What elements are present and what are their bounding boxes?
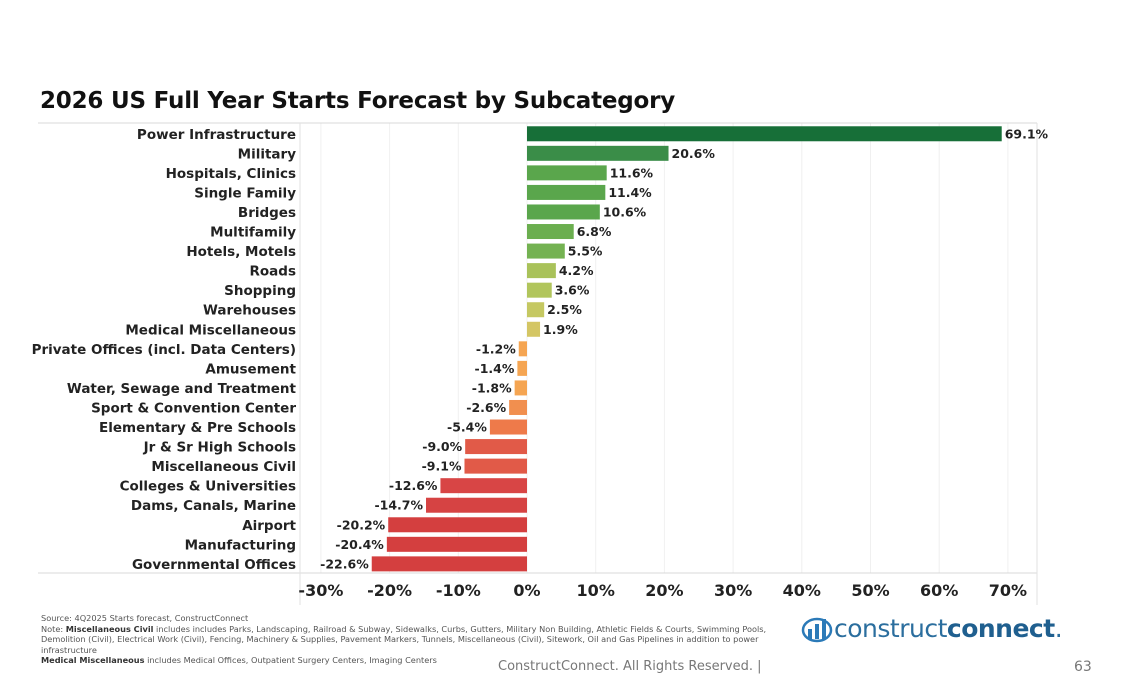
bars bbox=[371, 126, 1002, 572]
bar bbox=[489, 419, 527, 435]
category-label: Colleges & Universities bbox=[120, 479, 296, 495]
x-tick-label: 40% bbox=[783, 581, 821, 600]
category-label: Governmental Offices bbox=[132, 557, 296, 573]
bar bbox=[527, 184, 606, 200]
bar bbox=[527, 263, 556, 279]
category-label: Shopping bbox=[224, 283, 296, 299]
data-label: -12.6% bbox=[389, 478, 438, 493]
x-tick-label: -30% bbox=[298, 581, 343, 600]
category-label: Medical Miscellaneous bbox=[125, 322, 296, 338]
category-labels: Power Infrastructure Military Hospitals, C… bbox=[32, 127, 297, 573]
category-label: Amusement bbox=[205, 361, 296, 377]
data-label: -2.6% bbox=[466, 400, 506, 415]
page-number: 63 bbox=[1074, 659, 1092, 675]
logo-chart-icon bbox=[801, 617, 833, 642]
data-label: -20.4% bbox=[335, 537, 384, 552]
category-label: Private Offices (incl. Data Centers) bbox=[32, 342, 296, 358]
misc-civil-note: Note: Miscellaneous Civil includes inclu… bbox=[41, 623, 767, 655]
category-label: Single Family bbox=[194, 185, 296, 201]
misc-civil-term: Miscellaneous Civil bbox=[65, 623, 154, 634]
category-label: Military bbox=[238, 146, 297, 162]
data-label: -9.1% bbox=[422, 459, 462, 474]
bar bbox=[527, 204, 600, 220]
data-label: 1.9% bbox=[543, 322, 578, 337]
bar bbox=[386, 536, 527, 552]
data-label: -9.0% bbox=[422, 439, 462, 454]
x-axis-ticks: -30% -20% -10% 0% 10% 20% 30% 40% 50% 60% 70% bbox=[298, 581, 1027, 600]
bar bbox=[509, 399, 527, 415]
bar bbox=[465, 439, 527, 455]
data-label: -14.7% bbox=[374, 498, 423, 513]
category-label: Airport bbox=[242, 518, 296, 534]
data-label: -20.2% bbox=[337, 517, 386, 532]
data-label: 3.6% bbox=[555, 283, 590, 298]
category-label: Water, Sewage and Treatment bbox=[67, 381, 297, 397]
bar bbox=[388, 517, 527, 533]
bar bbox=[514, 380, 527, 396]
x-tick-label: 70% bbox=[989, 581, 1027, 600]
bar bbox=[527, 224, 574, 240]
x-tick-label: 60% bbox=[920, 581, 958, 600]
bar bbox=[527, 165, 607, 181]
bar bbox=[527, 321, 541, 337]
category-label: Manufacturing bbox=[185, 537, 296, 553]
x-tick-label: -20% bbox=[367, 581, 412, 600]
category-label: Bridges bbox=[238, 205, 296, 221]
category-label: Roads bbox=[250, 264, 296, 280]
data-label: 5.5% bbox=[568, 244, 603, 259]
data-label: -22.6% bbox=[320, 556, 369, 571]
x-tick-label: 10% bbox=[577, 581, 615, 600]
data-label: 11.6% bbox=[610, 165, 654, 180]
source-note: Source: 4Q2025 Starts forecast, Construc… bbox=[41, 613, 249, 623]
category-label: Hospitals, Clinics bbox=[166, 166, 296, 182]
bar bbox=[464, 458, 527, 474]
category-label: Jr & Sr High Schools bbox=[143, 440, 296, 456]
category-label: Power Infrastructure bbox=[137, 127, 296, 143]
data-label: 6.8% bbox=[577, 224, 612, 239]
x-tick-label: 0% bbox=[513, 581, 540, 600]
data-label: 10.6% bbox=[603, 204, 647, 219]
bar bbox=[527, 145, 669, 161]
x-tick-label: 50% bbox=[851, 581, 889, 600]
medical-misc-term: Medical Miscellaneous bbox=[41, 655, 145, 665]
constructconnect-logo: constructconnect. bbox=[800, 614, 1063, 643]
x-tick-label: 20% bbox=[645, 581, 683, 600]
data-label: -5.4% bbox=[447, 420, 487, 435]
copyright: ConstructConnect. All Rights Reserved. | bbox=[498, 659, 762, 674]
data-label: 4.2% bbox=[559, 263, 594, 278]
data-label: -1.2% bbox=[476, 341, 516, 356]
bar bbox=[527, 243, 565, 259]
x-tick-label: -10% bbox=[436, 581, 481, 600]
bar bbox=[517, 360, 527, 376]
bar bbox=[518, 341, 527, 357]
footnote: Source: 4Q2025 Starts forecast, Construc… bbox=[41, 613, 801, 666]
bar-chart: Power Infrastructure Military Hospitals, C… bbox=[32, 122, 1049, 605]
data-label: 2.5% bbox=[547, 302, 582, 317]
category-label: Dams, Canals, Marine bbox=[131, 498, 296, 514]
category-label: Sport & Convention Center bbox=[91, 400, 296, 416]
bar bbox=[371, 556, 527, 572]
x-tick-label: 30% bbox=[714, 581, 752, 600]
logo-wordmark: constructconnect. bbox=[834, 614, 1063, 643]
bar bbox=[440, 478, 527, 494]
category-label: Miscellaneous Civil bbox=[151, 459, 296, 475]
data-label: -1.4% bbox=[475, 361, 515, 376]
medical-misc-note: Medical Miscellaneous includes Medical O… bbox=[41, 655, 437, 665]
chart-title: 2026 US Full Year Starts Forecast by Sub… bbox=[40, 88, 676, 114]
gridlines bbox=[320, 123, 1009, 573]
data-label: 20.6% bbox=[672, 146, 716, 161]
bar bbox=[527, 126, 1002, 142]
data-label: 69.1% bbox=[1005, 126, 1049, 141]
category-label: Warehouses bbox=[203, 303, 296, 319]
data-label: -1.8% bbox=[472, 380, 512, 395]
bar bbox=[527, 302, 545, 318]
data-label: 11.4% bbox=[608, 185, 652, 200]
value-labels: 69.1% 20.6% 11.6% 11.4% 10.6% 6.8% 5.5% 4.2% 3.6… bbox=[320, 126, 1048, 571]
bar bbox=[426, 497, 527, 513]
plot-frame bbox=[38, 122, 1038, 605]
bar bbox=[527, 282, 552, 298]
category-label: Multifamily bbox=[210, 225, 296, 241]
category-label: Elementary & Pre Schools bbox=[99, 420, 296, 436]
category-label: Hotels, Motels bbox=[186, 244, 296, 260]
